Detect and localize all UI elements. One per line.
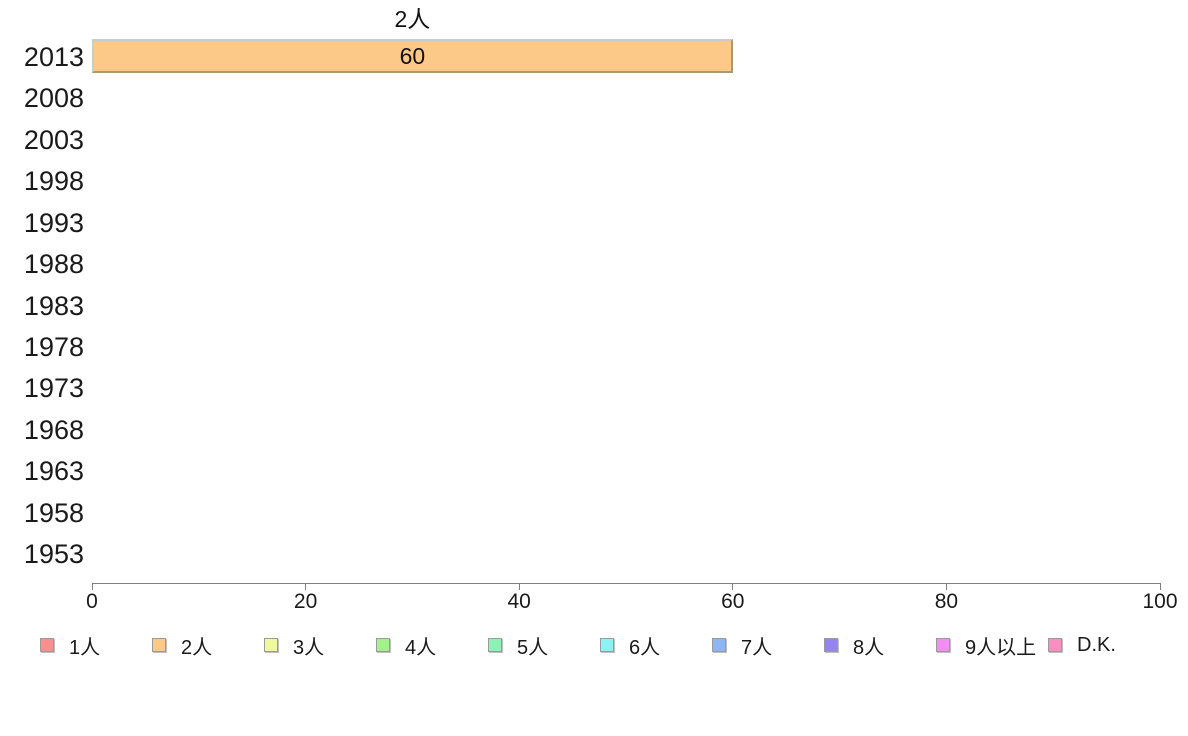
legend-label: 1人 bbox=[69, 636, 101, 659]
legend-item-9人以上[interactable]: 9人以上 bbox=[936, 631, 1036, 659]
legend-swatch-icon bbox=[376, 638, 390, 652]
legend-item-D.K.[interactable]: D.K. bbox=[1048, 631, 1116, 659]
legend-swatch-icon bbox=[824, 638, 838, 652]
y-axis-label: 1963 bbox=[23, 456, 84, 487]
legend-item-5人[interactable]: 5人 bbox=[488, 631, 548, 659]
y-axis-label: 2008 bbox=[23, 83, 84, 114]
legend-label: 8人 bbox=[853, 636, 885, 659]
legend-swatch-icon bbox=[40, 638, 54, 652]
y-axis-label: 1998 bbox=[23, 166, 84, 197]
y-axis-label: 2003 bbox=[23, 124, 84, 155]
legend-label: 9人以上 bbox=[965, 636, 1037, 659]
x-axis-tick-mark bbox=[518, 583, 520, 590]
legend-item-6人[interactable]: 6人 bbox=[600, 631, 660, 659]
y-axis-label: 1983 bbox=[23, 290, 84, 321]
legend-item-3人[interactable]: 3人 bbox=[264, 631, 324, 659]
x-axis-tick-label: 20 bbox=[293, 590, 318, 613]
x-axis-tick-mark bbox=[732, 583, 734, 590]
x-axis-tick-label: 100 bbox=[1142, 590, 1178, 613]
x-axis-tick-label: 40 bbox=[507, 590, 531, 613]
legend-label: 7人 bbox=[741, 636, 773, 659]
legend-item-1人[interactable]: 1人 bbox=[40, 631, 100, 659]
legend-item-4人[interactable]: 4人 bbox=[376, 631, 436, 659]
x-axis-tick-label: 80 bbox=[934, 590, 959, 613]
y-axis-label: 1993 bbox=[23, 207, 84, 238]
y-axis-label: 1968 bbox=[23, 414, 84, 445]
legend-label: 5人 bbox=[517, 636, 549, 659]
bar-series-callout: 2人 bbox=[394, 6, 431, 32]
legend-item-7人[interactable]: 7人 bbox=[712, 631, 772, 659]
x-axis-tick-mark bbox=[91, 583, 93, 590]
bar-2013-2人: 60 bbox=[92, 39, 733, 73]
y-axis-label: 1973 bbox=[23, 373, 84, 404]
y-axis-label: 1958 bbox=[23, 497, 84, 528]
bar-value-label: 60 bbox=[399, 42, 426, 69]
x-axis-tick-mark bbox=[1159, 583, 1161, 590]
legend-label: 2人 bbox=[181, 636, 213, 659]
legend-label: D.K. bbox=[1077, 633, 1116, 656]
x-axis-tick-label: 60 bbox=[721, 590, 745, 613]
y-axis-label: 1978 bbox=[23, 331, 84, 362]
legend-label: 3人 bbox=[293, 636, 325, 659]
y-axis-label: 2013 bbox=[23, 42, 84, 72]
y-axis-label: 1988 bbox=[23, 249, 84, 280]
legend-item-2人[interactable]: 2人 bbox=[152, 631, 212, 659]
legend-label: 6人 bbox=[629, 636, 661, 659]
x-axis-tick-mark bbox=[305, 583, 307, 590]
legend: 1人 2人 3人 4人 5人 6人 7人 8人 9人以上 D.K. bbox=[0, 631, 1188, 659]
y-axis-label: 1953 bbox=[23, 539, 84, 570]
legend-swatch-icon bbox=[600, 638, 614, 652]
x-axis-tick-label: 0 bbox=[86, 590, 98, 613]
legend-swatch-icon bbox=[712, 638, 726, 652]
legend-label: 4人 bbox=[405, 636, 437, 659]
legend-swatch-icon bbox=[264, 638, 278, 652]
legend-item-8人[interactable]: 8人 bbox=[824, 631, 884, 659]
legend-swatch-icon bbox=[936, 638, 950, 652]
legend-swatch-icon bbox=[1048, 638, 1062, 652]
legend-swatch-icon bbox=[152, 638, 166, 652]
x-axis-line bbox=[92, 583, 1161, 584]
x-axis-tick-mark bbox=[945, 583, 947, 590]
legend-swatch-icon bbox=[488, 638, 502, 652]
